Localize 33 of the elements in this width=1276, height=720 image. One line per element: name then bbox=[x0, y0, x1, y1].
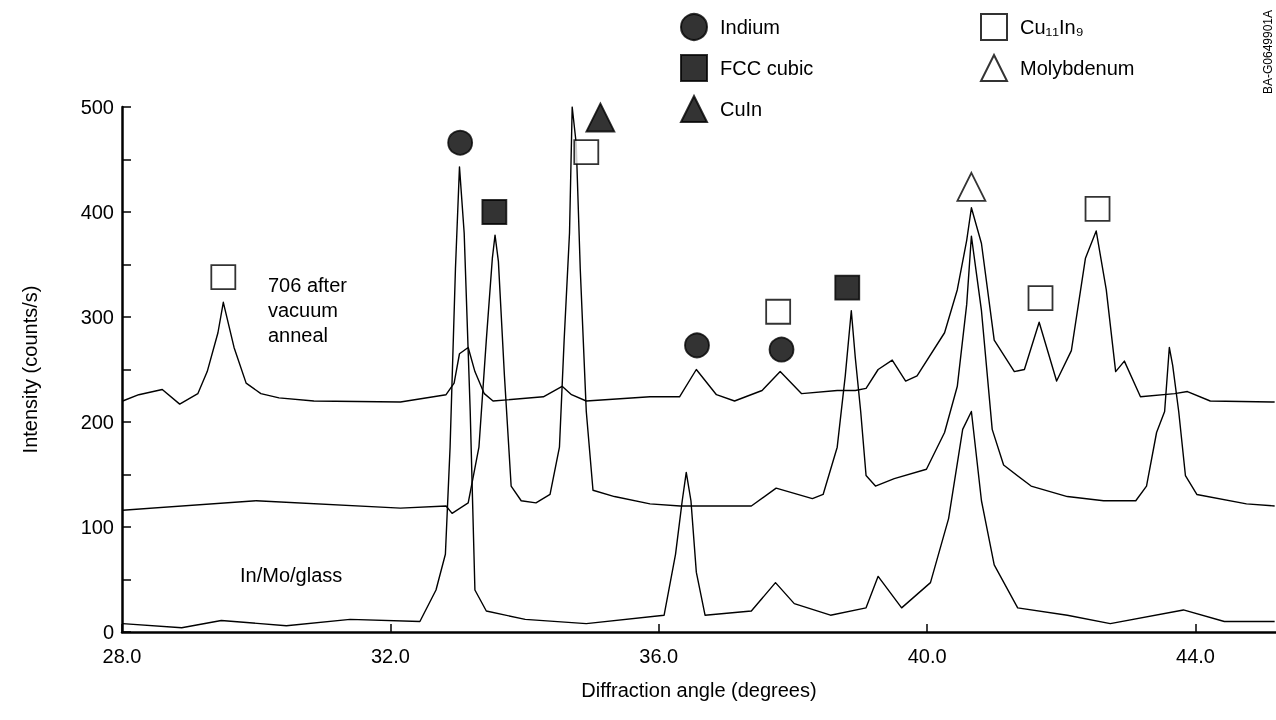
text: BA-G0649901A bbox=[1261, 10, 1275, 95]
series-label: 706 after vacuum anneal bbox=[268, 273, 353, 346]
x-tick-label: 36.0 bbox=[639, 645, 679, 667]
legend-label: Molybdenum bbox=[1020, 57, 1135, 79]
y-tick-label: 0 bbox=[102, 621, 114, 643]
point bbox=[447, 129, 474, 156]
y-tick-label: 500 bbox=[80, 96, 114, 118]
point bbox=[956, 171, 987, 202]
x-tick-label: 32.0 bbox=[370, 645, 410, 667]
x-tick-label: 40.0 bbox=[907, 645, 947, 667]
point bbox=[585, 102, 616, 133]
point bbox=[684, 332, 710, 359]
point bbox=[1027, 285, 1054, 311]
y-axis-title: Intensity (counts/s) bbox=[19, 285, 41, 454]
legend-label: CuIn bbox=[720, 98, 763, 120]
x-tick-label: 44.0 bbox=[1176, 645, 1215, 667]
point bbox=[834, 274, 861, 301]
legend-label: Cu₁₁In₉ bbox=[1020, 16, 1084, 38]
y-tick-label: 300 bbox=[80, 306, 114, 328]
point bbox=[765, 298, 792, 325]
point bbox=[210, 264, 237, 290]
point bbox=[1084, 195, 1111, 222]
legend-label: Indium bbox=[720, 16, 781, 38]
y-tick-label: 400 bbox=[80, 201, 114, 223]
point bbox=[481, 199, 508, 225]
x-axis-title: Diffraction angle (degrees) bbox=[581, 679, 817, 701]
legend-label: FCC cubic bbox=[720, 57, 814, 79]
series-label: In/Mo/glass bbox=[240, 563, 343, 586]
y-tick-label: 100 bbox=[80, 516, 114, 538]
point bbox=[573, 139, 600, 166]
point bbox=[768, 336, 795, 363]
x-tick-label: 28.0 bbox=[102, 645, 142, 667]
y-tick-label: 200 bbox=[80, 411, 114, 433]
